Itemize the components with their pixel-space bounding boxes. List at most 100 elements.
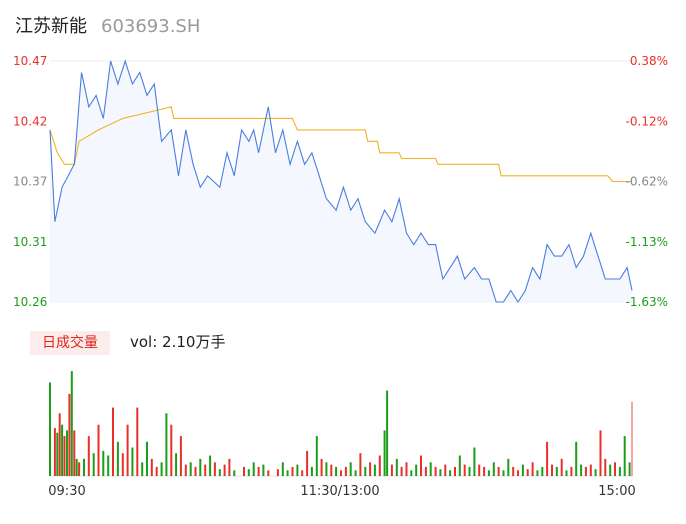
volume-bar [61,424,64,476]
volume-bar [546,441,549,476]
volume-bar [335,466,338,476]
volume-bar [291,466,294,476]
volume-bar [189,462,192,476]
volume-bar [325,462,328,476]
volume-bar [369,462,372,476]
price-line-path [49,59,633,304]
volume-bar [517,470,519,476]
volume-bar [614,462,616,476]
volume-bar [68,393,71,476]
volume-bar [228,458,231,476]
volume-bar [223,464,226,476]
volume-bar [487,470,490,476]
volume-bar [609,464,612,476]
volume-bar [179,436,182,476]
volume-bar [121,453,124,476]
y-right-tick-label: -1.13% [626,235,668,249]
average-price-line [49,106,632,183]
volume-bar [56,432,59,476]
volume-bar [155,466,158,476]
volume-bar [580,464,583,476]
volume-bar [257,466,260,476]
volume-bar [141,462,144,476]
volume-bar [286,470,289,476]
x-tick-label: 11:30/13:00 [300,484,379,499]
volume-bar [276,469,279,476]
volume-bar [565,470,568,476]
volume-bar [492,462,495,476]
volume-bar [424,466,427,476]
y-right-tick-label: -1.63% [626,295,668,309]
volume-bar [315,436,318,476]
volume-bar [204,464,207,476]
x-axis-labels: 09:30 11:30/13:00 15:00 [48,484,635,499]
volume-bar [70,371,73,476]
volume-tab-label[interactable]: 日成交量 [30,331,110,355]
y-left-tick-label: 10.37 [13,175,47,189]
volume-bar [160,462,163,476]
volume-bar [49,382,51,476]
volume-bar [405,462,408,476]
volume-bar [306,450,309,476]
volume-bar [526,469,529,476]
volume-bar [349,462,352,476]
volume-bar [58,413,61,476]
volume-bar [400,466,403,476]
volume-bar [87,436,90,476]
volume-bar [78,462,81,476]
volume-bar [383,430,386,476]
average-line-path [49,106,632,183]
volume-bar [623,436,626,476]
volume-bar [386,390,389,476]
y-axis-right-labels: 0.38% -0.12% -0.62% -1.13% -1.63% [626,54,668,309]
volume-bar [165,413,168,476]
volume-bar [262,464,265,476]
volume-bar [599,430,602,476]
volume-bar [434,466,437,476]
volume-readout: vol: 2.10万手 [130,333,226,351]
volume-bar [378,455,381,476]
volume-bar [420,455,422,476]
volume-bar [75,458,78,476]
volume-bar [473,447,476,476]
volume-bar [354,470,357,476]
volume-bar [310,466,313,476]
volume-bar [449,470,452,476]
volume-bar [555,466,558,476]
volume-bar [267,470,270,476]
volume-bar [218,469,221,476]
volume-bar [570,466,573,476]
volume-bar [116,441,119,476]
volume-bar [415,464,418,476]
volume-bar [531,462,534,476]
volume-bar [320,458,323,476]
volume-bar [112,407,114,476]
volume-bar [589,464,592,476]
volume-bar [541,466,544,476]
y-right-tick-label: -0.12% [626,114,668,128]
volume-bar [97,424,100,476]
volume-bar [233,470,236,476]
y-left-tick-label: 10.47 [13,54,47,68]
volume-bar [146,441,148,476]
price-area-fill [50,61,632,302]
volume-bar [175,453,178,476]
volume-bar [131,447,134,476]
volume-bar [575,441,578,476]
volume-bar [213,462,216,476]
volume-bar [150,458,153,476]
volume-bar [330,464,333,476]
volume-bar [483,466,486,476]
volume-bar [478,464,481,476]
volume-bar [497,466,500,476]
volume-bar [296,464,299,476]
price-area [50,61,632,302]
volume-bar [63,436,66,476]
volume-bar [136,407,139,476]
volume-bar [512,466,515,476]
volume-bar [631,401,633,476]
stock-header: 江苏新能 603693.SH [15,12,200,40]
x-tick-label: 15:00 [598,484,635,499]
volume-bar [364,466,367,476]
volume-bar [340,470,342,476]
